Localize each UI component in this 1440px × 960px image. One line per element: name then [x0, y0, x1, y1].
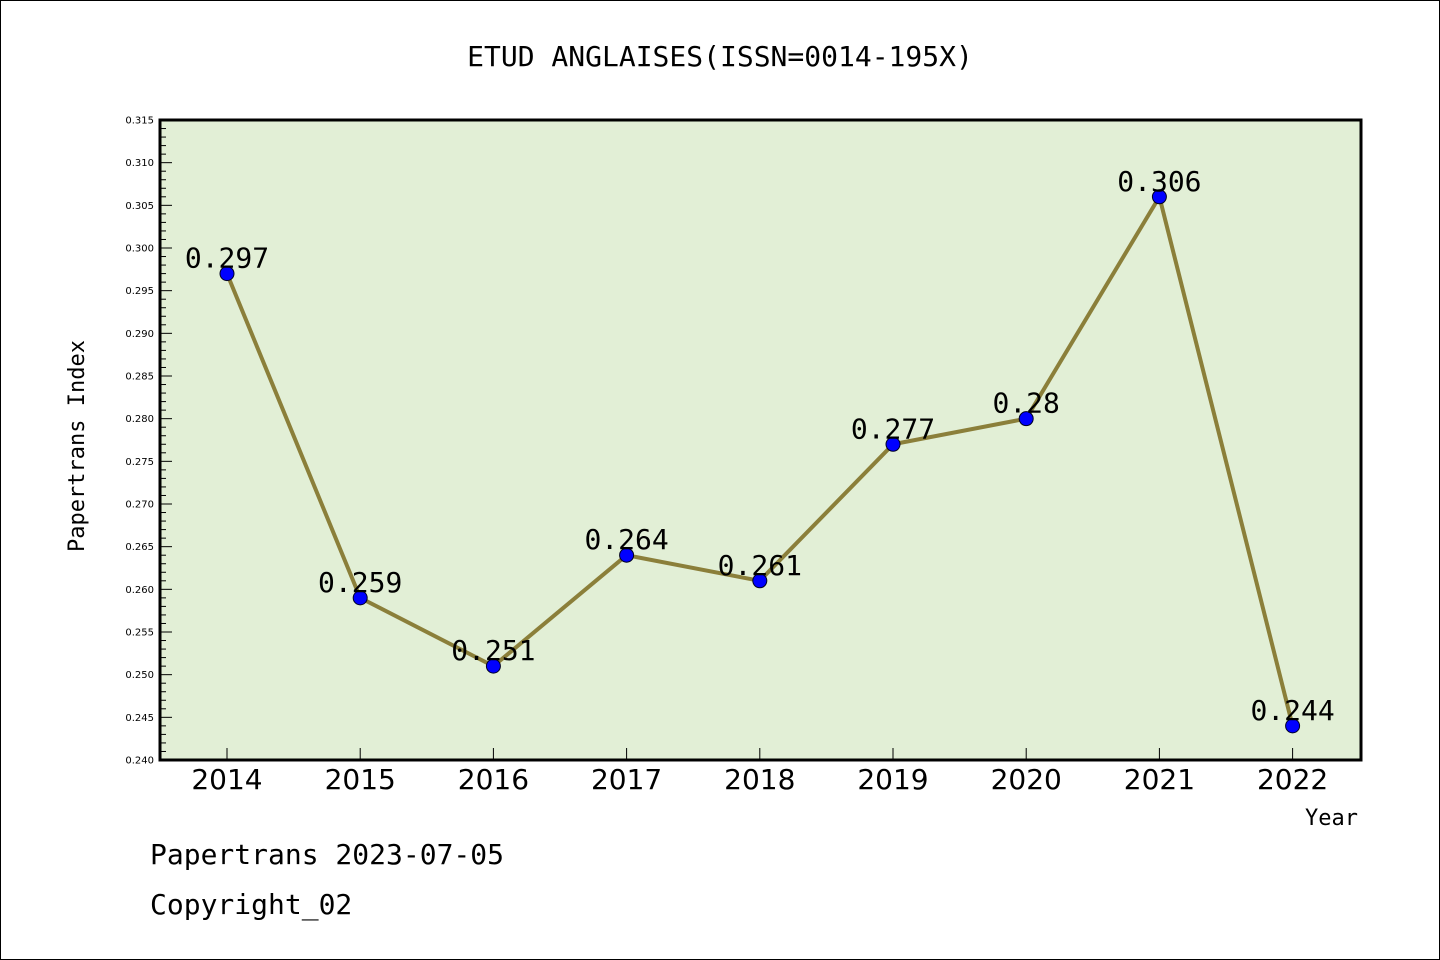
x-tick-label: 2021 — [1124, 763, 1195, 796]
data-point — [485, 658, 501, 674]
footer-date: Papertrans 2023-07-05 — [150, 838, 504, 871]
y-tick-label: 0.315 — [125, 116, 154, 127]
data-point — [619, 547, 635, 563]
data-label: 0.244 — [1250, 694, 1334, 727]
y-tick-label: 0.305 — [125, 201, 154, 212]
data-label: 0.264 — [584, 523, 668, 556]
x-axis: 2014 2015 2016 2017 2018 2019 2020 2021 2022 — [191, 748, 1328, 796]
x-tick-label: 2020 — [991, 763, 1062, 796]
data-label: 0.28 — [992, 387, 1059, 420]
data-point — [752, 573, 768, 589]
data-label: 0.277 — [851, 412, 935, 445]
data-point — [1151, 189, 1167, 205]
y-axis-title: Papertrans Index — [65, 340, 90, 552]
y-tick-label: 0.270 — [125, 500, 154, 511]
y-tick-label: 0.245 — [125, 713, 154, 724]
x-tick-label: 2014 — [191, 763, 262, 796]
y-tick-label: 0.280 — [125, 414, 154, 425]
y-tick-label: 0.260 — [125, 585, 154, 596]
footer-copyright: Copyright_02 — [150, 888, 352, 922]
x-tick-label: 2019 — [857, 763, 928, 796]
x-tick-label: 2022 — [1257, 763, 1328, 796]
data-point — [1285, 718, 1301, 734]
y-tick-label: 0.285 — [125, 372, 154, 383]
y-tick-label: 0.295 — [125, 286, 154, 297]
y-tick-label: 0.265 — [125, 542, 154, 553]
data-point — [1018, 411, 1034, 427]
y-tick-label: 0.255 — [125, 628, 154, 639]
y-tick-label: 0.300 — [125, 244, 154, 255]
data-label: 0.261 — [718, 549, 802, 582]
data-label: 0.306 — [1117, 165, 1201, 198]
data-point — [885, 436, 901, 452]
y-tick-label: 0.250 — [125, 670, 154, 681]
x-tick-label: 2015 — [325, 763, 396, 796]
data-labels: 0.297 0.259 0.251 0.264 0.261 0.277 0.28 0.306 0… — [185, 165, 1335, 727]
data-point — [219, 266, 235, 282]
x-tick-label: 2018 — [724, 763, 795, 796]
data-points — [219, 189, 1301, 734]
data-label: 0.251 — [451, 634, 535, 667]
data-label: 0.259 — [318, 566, 402, 599]
x-axis-title: Year — [1305, 806, 1358, 831]
y-tick-label: 0.240 — [125, 756, 154, 767]
y-axis: 0.240 0.245 0.250 0.255 0.260 0.265 0.270 0.275… — [125, 116, 172, 767]
data-label: 0.297 — [185, 242, 269, 275]
x-tick-label: 2017 — [591, 763, 662, 796]
chart-title: ETUD ANGLAISES(ISSN=0014-195X) — [467, 40, 973, 73]
y-tick-label: 0.310 — [125, 158, 154, 169]
data-point — [352, 590, 368, 606]
y-tick-label: 0.290 — [125, 329, 154, 340]
y-tick-label: 0.275 — [125, 457, 154, 468]
x-tick-label: 2016 — [458, 763, 529, 796]
plot-area — [158, 118, 1363, 762]
